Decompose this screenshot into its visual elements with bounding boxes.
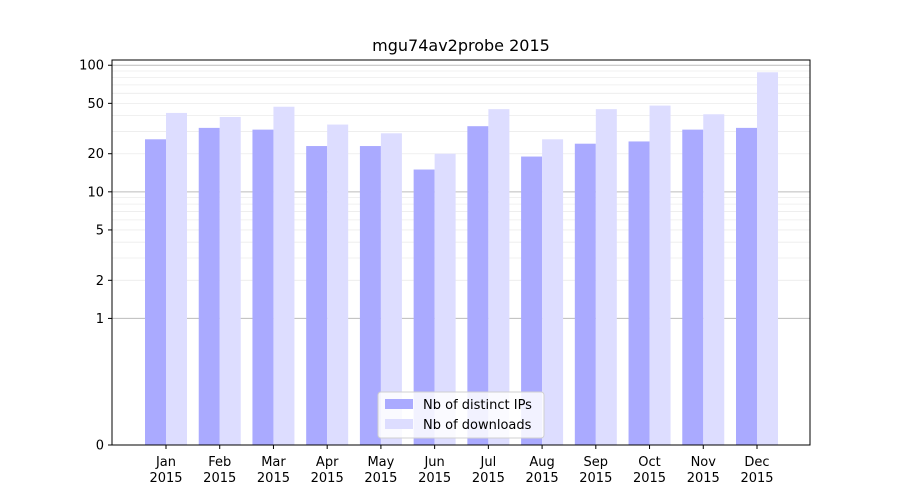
bar-downloads bbox=[649, 105, 671, 446]
legend-box bbox=[377, 391, 545, 439]
x-tick-label: Apr 2015 bbox=[311, 455, 344, 486]
x-tick-label: May 2015 bbox=[364, 455, 397, 486]
y-tick-label: 50 bbox=[87, 97, 104, 112]
y-tick-label: 100 bbox=[79, 59, 104, 74]
bar-downloads bbox=[488, 109, 510, 446]
bar-distinct-ips bbox=[467, 126, 489, 446]
bar-downloads bbox=[273, 106, 295, 445]
bar-distinct-ips bbox=[306, 146, 328, 445]
bar-distinct-ips bbox=[574, 143, 596, 445]
y-tick-label: 5 bbox=[96, 223, 104, 238]
bar-distinct-ips bbox=[252, 129, 274, 445]
legend: Nb of distinct IPs Nb of downloads bbox=[377, 391, 545, 439]
bar-downloads bbox=[166, 112, 187, 446]
x-tick-label: Sep 2015 bbox=[579, 455, 612, 486]
bar-distinct-ips bbox=[359, 146, 381, 445]
y-tick-label: 10 bbox=[87, 185, 104, 200]
x-tick-label: Jan 2015 bbox=[149, 455, 182, 486]
bar-downloads bbox=[380, 133, 402, 445]
x-tick-label: Mar 2015 bbox=[257, 455, 290, 486]
bar-distinct-ips bbox=[521, 156, 543, 446]
legend-label: Nb of downloads bbox=[423, 418, 532, 433]
bar-distinct-ips bbox=[413, 169, 435, 445]
y-tick-label: 0 bbox=[96, 439, 104, 454]
y-tick-label: 1 bbox=[96, 312, 104, 327]
chart-title: mgu74av2probe 2015 bbox=[372, 36, 550, 55]
x-tick-label: Jun 2015 bbox=[418, 455, 451, 486]
bar-distinct-ips bbox=[145, 139, 166, 445]
legend-swatch bbox=[385, 399, 413, 409]
bar-downloads bbox=[757, 72, 778, 446]
bar-downloads bbox=[703, 114, 725, 445]
x-tick-label: Jul 2015 bbox=[472, 455, 505, 486]
x-axis: Jan 2015 Feb 2015 Mar 2015 Apr 2015 May 2015 Jun 20… bbox=[149, 445, 774, 486]
y-tick-label: 2 bbox=[96, 274, 104, 289]
x-tick-label: Nov 2015 bbox=[687, 455, 720, 486]
plot-frame bbox=[111, 59, 811, 446]
bar-downloads bbox=[327, 124, 349, 445]
bar-distinct-ips bbox=[736, 127, 757, 445]
bar-distinct-ips bbox=[198, 127, 220, 445]
legend-swatch bbox=[385, 419, 413, 429]
y-axis: 0 1 2 5 10 20 50 100 bbox=[79, 59, 112, 454]
x-tick-label: Oct 2015 bbox=[633, 455, 666, 486]
x-tick-label: Dec 2015 bbox=[740, 455, 773, 486]
bar-downloads bbox=[595, 109, 617, 446]
bar-downloads bbox=[219, 117, 241, 446]
bar-distinct-ips bbox=[628, 141, 650, 445]
bar-distinct-ips bbox=[682, 129, 704, 445]
bar-downloads bbox=[434, 153, 456, 446]
legend-label: Nb of distinct IPs bbox=[423, 398, 532, 413]
x-tick-label: Feb 2015 bbox=[203, 455, 236, 486]
bars bbox=[145, 72, 778, 446]
bar-downloads bbox=[542, 139, 564, 445]
y-tick-label: 20 bbox=[87, 147, 104, 162]
x-tick-label: Aug 2015 bbox=[526, 455, 559, 486]
